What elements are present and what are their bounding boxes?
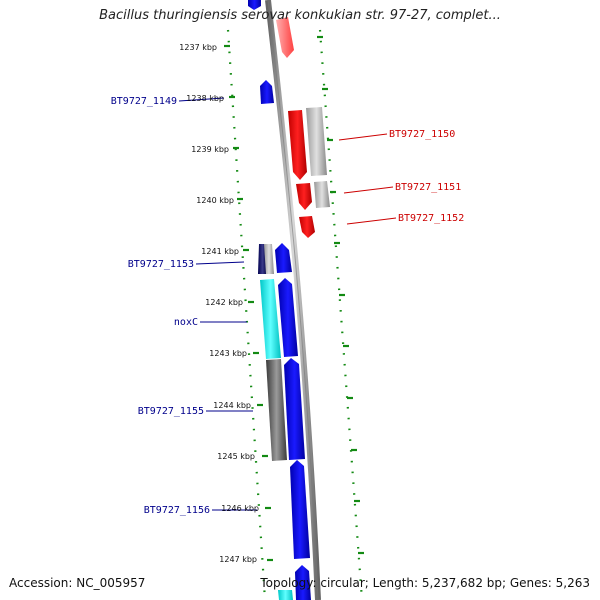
gene-label-left: BT9727_1155: [138, 406, 204, 417]
label-leader-line: [338, 133, 388, 141]
tick-label: 1238 kbp: [186, 94, 224, 103]
gene-label-left: BT9727_1149: [111, 96, 177, 107]
inner-dotted-ring: [226, 29, 267, 600]
gene-homolog: [306, 107, 327, 176]
gene-label-right: BT9727_1152: [398, 213, 464, 224]
label-leader-line: [178, 97, 225, 102]
gene-homolog: [264, 244, 274, 274]
tick-label: 1242 kbp: [205, 298, 243, 307]
gene-homolog: [266, 359, 287, 461]
gene-label-right: BT9727_1151: [395, 182, 461, 193]
gene-homolog: [314, 181, 330, 208]
tick-label: 1243 kbp: [209, 349, 247, 358]
reverse-gene: [284, 358, 305, 460]
reverse-gene: [295, 565, 311, 600]
tick-label: 1246 kbp: [221, 504, 259, 513]
reverse-gene: [278, 278, 298, 357]
gene-label-left: BT9727_1156: [144, 505, 210, 516]
label-leader-line: [343, 186, 394, 194]
reverse-gene: [248, 0, 261, 10]
tick-label: 1247 kbp: [219, 555, 257, 564]
label-leader-line: [195, 261, 245, 265]
reverse-gene: [260, 80, 274, 104]
tick-label: 1244 kbp: [213, 401, 251, 410]
feature-rings: [224, 29, 364, 600]
gene-label-left: BT9727_1153: [128, 259, 194, 270]
gene-label-right: BT9727_1150: [389, 129, 455, 140]
topology-summary: Topology: circular; Length: 5,237,682 bp…: [260, 576, 590, 590]
forward-gene: [296, 183, 312, 210]
tick-label: 1240 kbp: [196, 196, 234, 205]
reverse-gene: [275, 243, 292, 273]
label-leader-line: [346, 217, 397, 225]
outer-dotted-ring: [318, 29, 364, 600]
backbone-layer: [265, 0, 321, 600]
forward-gene: [299, 216, 315, 238]
map-title: Bacillus thuringiensis serovar konkukian…: [99, 8, 501, 23]
labels: 1237 kbp 1238 kbp 1239 kbp 1240 kbp 1241 kbp…: [111, 43, 464, 564]
tick-label: 1245 kbp: [217, 452, 255, 461]
tick-label: 1237 kbp: [179, 43, 217, 52]
tick-label: 1239 kbp: [191, 145, 229, 154]
forward-gene: [276, 17, 294, 58]
genome-backbone-edge: [267, 0, 319, 600]
reverse-gene: [290, 460, 310, 559]
forward-gene: [288, 110, 307, 180]
gene-homolog: [260, 279, 281, 359]
accession-text: Accession: NC_005957: [9, 576, 146, 590]
gene-homolog: [278, 590, 293, 600]
gene-label-left: noxC: [174, 317, 198, 328]
label-leader-lines: [178, 97, 397, 511]
gene-features: [248, 0, 330, 600]
tick-label: 1241 kbp: [201, 247, 239, 256]
